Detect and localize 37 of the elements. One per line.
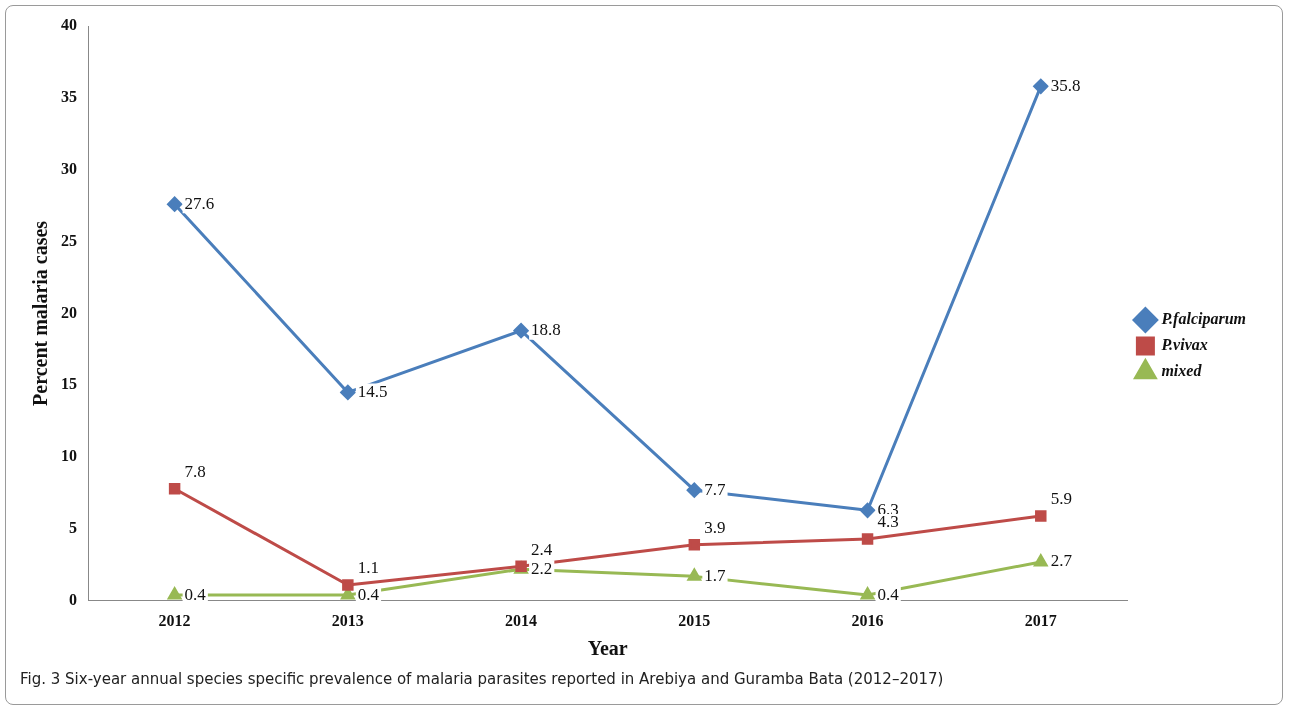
data-label: 5.9 (1050, 489, 1073, 509)
data-label: 1.1 (357, 558, 380, 578)
y-tick-label: 20 (61, 303, 77, 321)
x-tick-label: 2012 (158, 611, 191, 629)
data-label: 7.8 (184, 462, 206, 482)
y-tick-label: 0 (69, 590, 77, 608)
y-tick-label: 25 (61, 231, 77, 249)
legend-label: mixed (1161, 362, 1203, 380)
data-label: 3.9 (704, 518, 726, 538)
data-label: 27.6 (184, 193, 215, 213)
data-label: 7.7 (704, 479, 727, 499)
y-tick-label: 30 (61, 159, 77, 177)
data-label: 2.2 (531, 558, 553, 578)
data-label: 0.4 (184, 584, 207, 604)
data-label: 2.4 (531, 539, 553, 559)
data-label: 35.8 (1050, 75, 1081, 95)
data-label: 18.8 (531, 320, 561, 340)
y-tick-label: 15 (61, 375, 77, 393)
data-label: 0.4 (877, 584, 900, 604)
x-axis-title: Year (587, 637, 628, 660)
data-label: 1.7 (704, 565, 727, 585)
x-tick-label: 2013 (331, 611, 364, 629)
legend-label: P.falciparum (1160, 310, 1247, 329)
caption: Fig. 3 Six-year annual species specific prevalence of malaria parasites reported in Arebiya and Guramba Bata (2012–2017) (20, 670, 944, 688)
x-tick-label: 2016 (851, 611, 884, 629)
x-tick-label: 2017 (1024, 611, 1057, 629)
y-tick-label: 40 (61, 16, 77, 34)
y-axis-title: Percent malaria cases (29, 220, 52, 406)
data-label: 14.5 (357, 381, 388, 401)
y-tick-label: 35 (61, 87, 77, 105)
x-tick-label: 2015 (678, 611, 711, 629)
x-tick-label: 2014 (505, 611, 538, 629)
y-tick-label: 5 (69, 519, 77, 537)
data-label: 0.4 (357, 584, 380, 604)
data-label: 2.7 (1050, 551, 1073, 571)
y-tick-label: 10 (61, 447, 77, 465)
legend-label: P.vivax (1160, 336, 1208, 354)
